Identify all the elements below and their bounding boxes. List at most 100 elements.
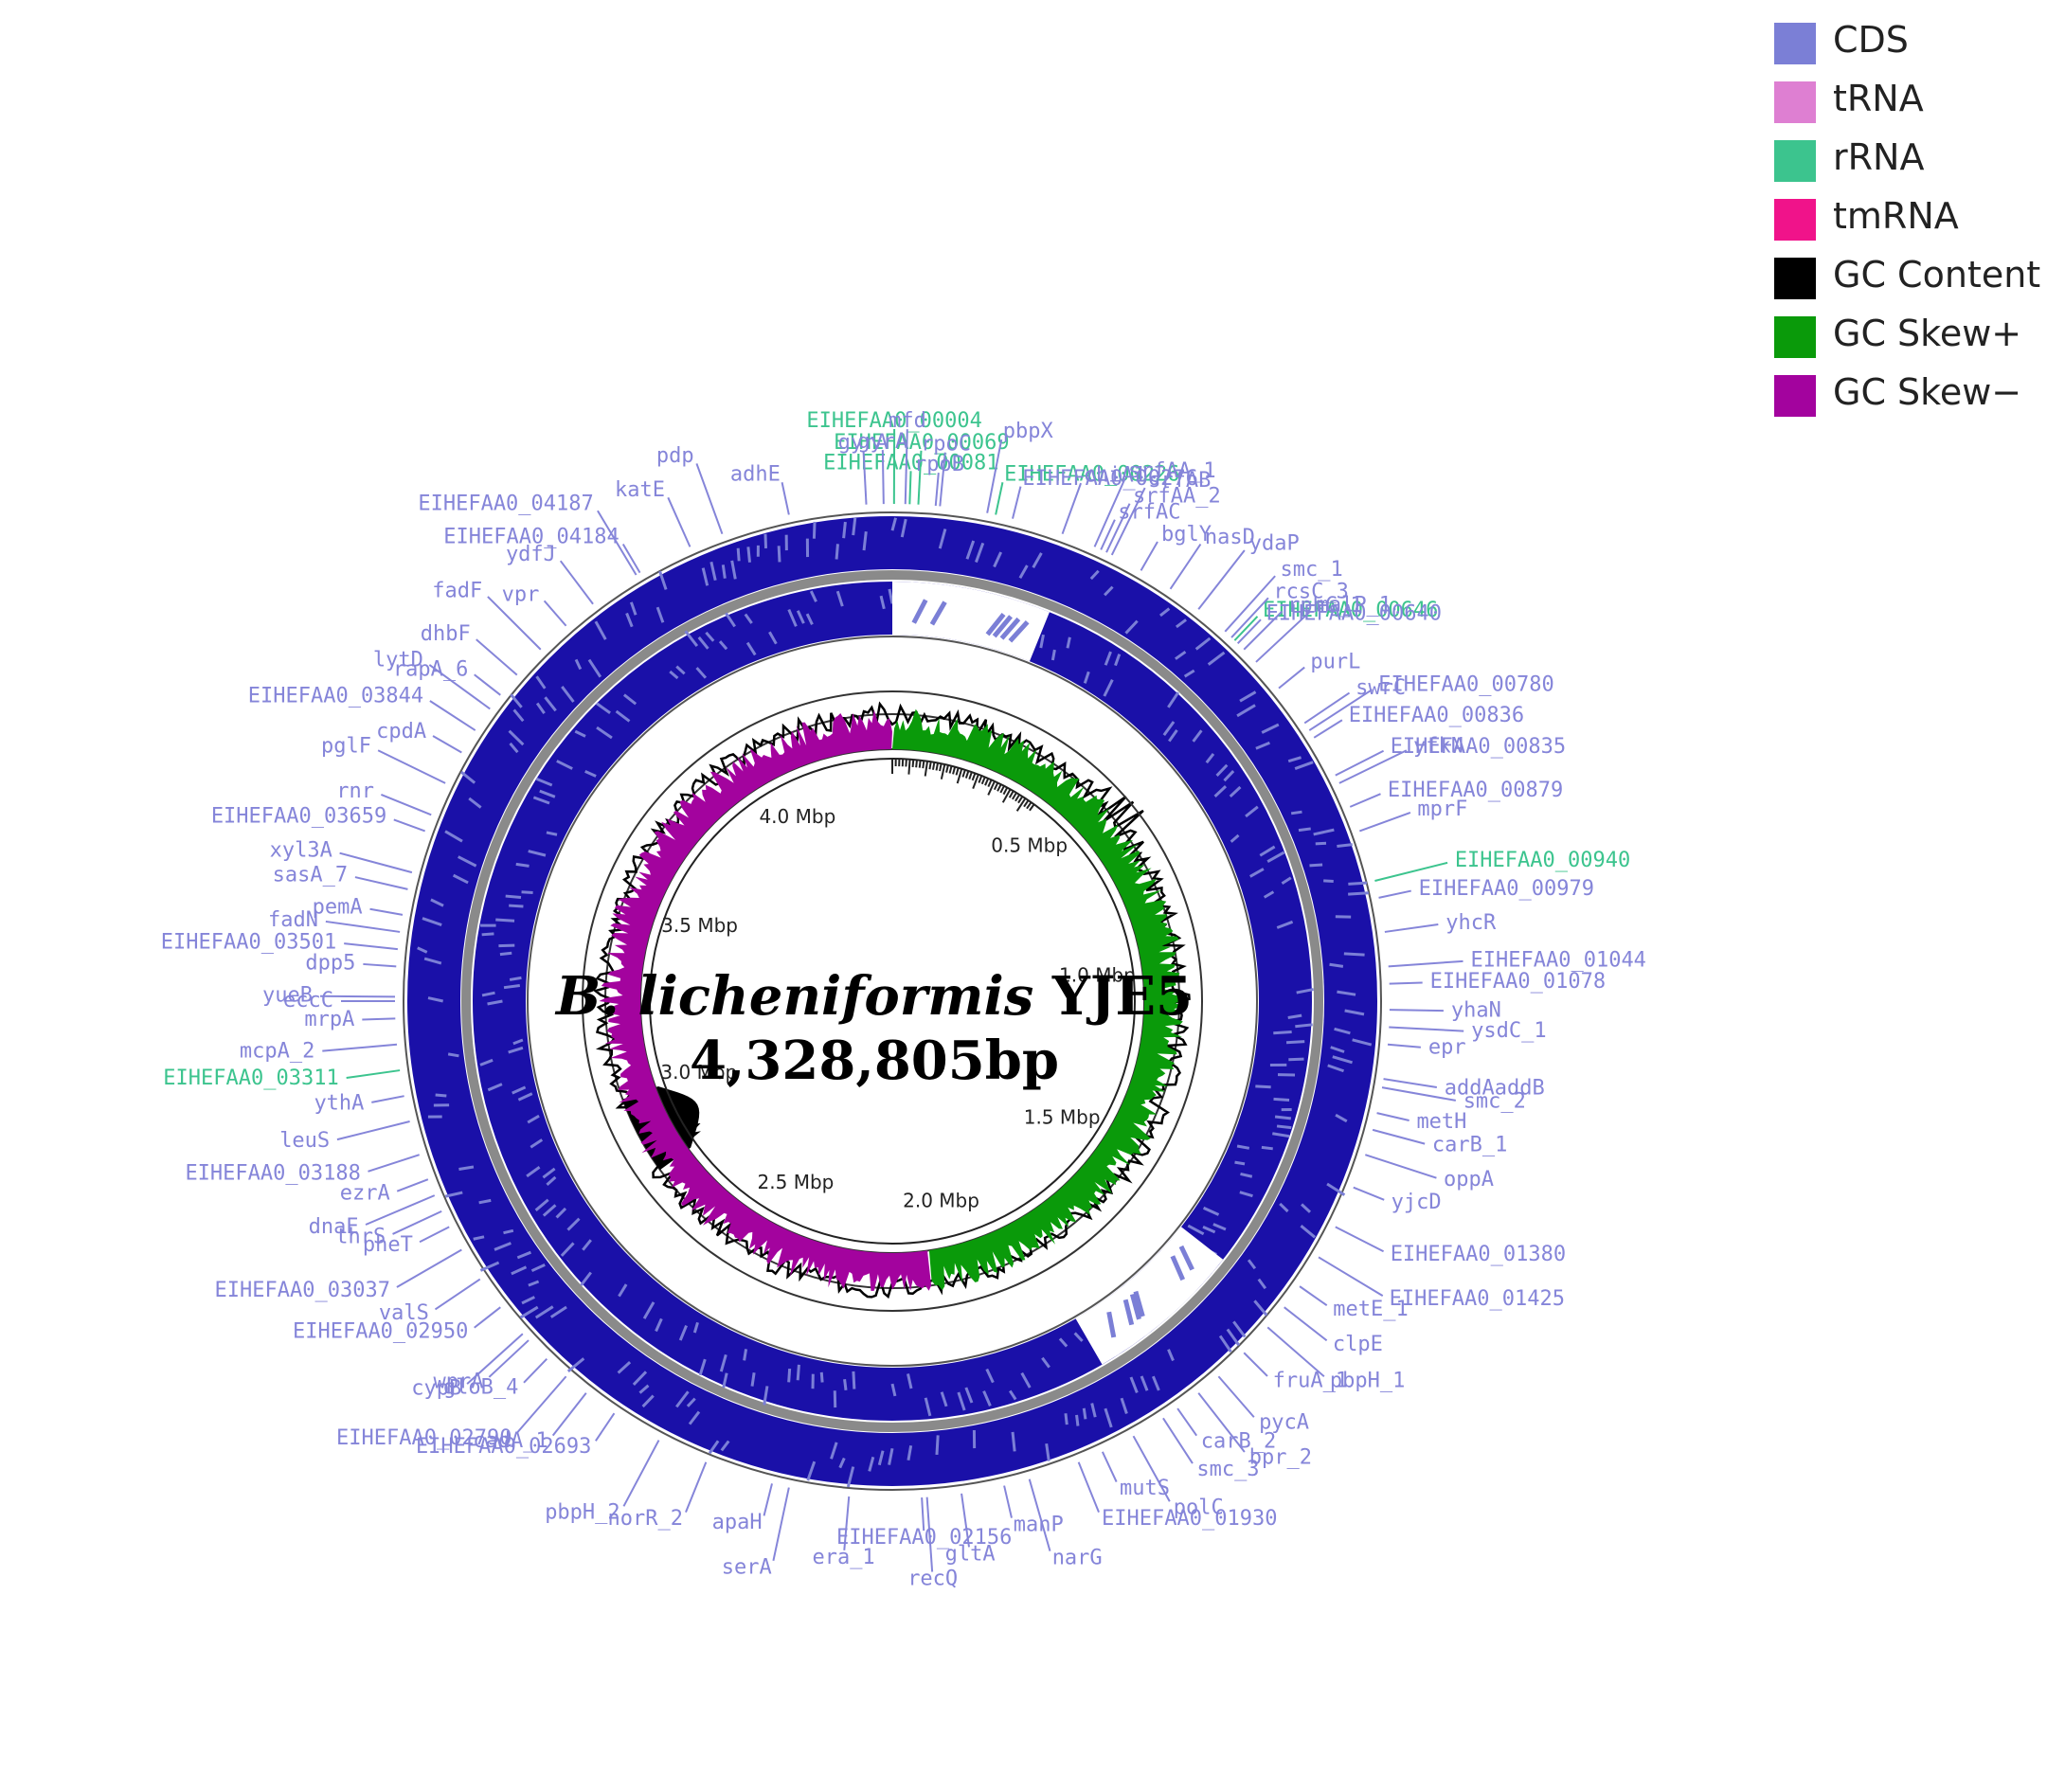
cds-streak <box>768 631 778 645</box>
cds-streak <box>1008 1389 1017 1401</box>
cds-streak <box>1240 1172 1253 1178</box>
cds-streak <box>444 1191 463 1198</box>
cds-streak <box>1159 607 1171 618</box>
cds-streak <box>750 1372 756 1387</box>
cds-streak <box>1104 585 1114 597</box>
gene-leader-line <box>1335 749 1385 777</box>
gene-leader-line <box>336 1120 410 1141</box>
cds-streak <box>512 708 525 723</box>
gene-leader-line <box>986 439 1003 513</box>
gene-label: carB_1 <box>1432 1134 1507 1157</box>
cds-streak <box>1313 828 1335 836</box>
gene-label: EIHEFAA0_01078 <box>1430 970 1606 994</box>
gene-label: EIHEFAA0_04187 <box>418 492 593 515</box>
gene-label: rnr <box>336 780 374 803</box>
gene-label: pbpH_1 <box>1330 1370 1405 1393</box>
gene-label: yhaN <box>1451 998 1501 1022</box>
gene-label: pglF <box>321 735 371 759</box>
cds-streak <box>1103 679 1114 697</box>
gene-label: EIHEFAA0_01425 <box>1390 1287 1565 1311</box>
gene-label: rpoC <box>921 433 971 457</box>
gene-leader-line <box>934 473 940 507</box>
gene-label: thrS <box>335 1225 386 1248</box>
cds-streak <box>574 658 583 671</box>
gene-leader-line <box>908 471 912 505</box>
cds-streak <box>938 529 947 549</box>
cds-streak <box>907 1373 913 1389</box>
cds-streak <box>1082 1407 1087 1420</box>
legend-label: tmRNA <box>1833 195 1959 237</box>
cds-streak <box>1348 881 1368 886</box>
scale-ring-layer: 0.5 Mbp 1.0 Mbp 1.5 Mbp 2.0 Mbp 2.5 Mbp 3.0 M… <box>649 758 1136 1245</box>
cds-streak <box>481 932 494 937</box>
gene-label: valS <box>379 1301 429 1325</box>
gene-label: narG <box>1052 1546 1103 1569</box>
cds-streak <box>877 1450 885 1466</box>
cds-streak <box>835 590 844 607</box>
cds-streak <box>582 1239 592 1251</box>
gene-label: chiA1 <box>1084 464 1146 488</box>
gene-leader-line <box>474 1306 501 1329</box>
cds-streak <box>1170 1255 1186 1281</box>
cds-streak <box>422 917 442 926</box>
cds-streak <box>1239 690 1257 703</box>
cds-streak <box>736 547 741 562</box>
scale-tick <box>1029 803 1035 812</box>
cds-streak <box>1011 1431 1016 1452</box>
cds-streak <box>1168 728 1178 743</box>
cds-streak <box>1273 1097 1290 1102</box>
gene-leader-line <box>322 1043 398 1052</box>
cds-streak <box>1226 1328 1241 1347</box>
cds-streak <box>1285 1040 1305 1045</box>
gene-label: sasA_7 <box>273 863 348 887</box>
cds-streak <box>452 873 469 885</box>
cds-streak <box>542 1167 556 1179</box>
legend-item: tmRNA <box>1774 188 2039 246</box>
skew-outer-circle <box>582 690 1203 1312</box>
gene-label: EIHEFAA0_00879 <box>1388 779 1563 802</box>
cds-streak <box>678 1325 688 1341</box>
scale-tick <box>907 759 911 775</box>
forward-cds-track <box>407 516 1377 1486</box>
cds-streak <box>566 1357 585 1373</box>
gene-label: mprF <box>1417 797 1467 821</box>
cds-streak <box>509 742 519 754</box>
gc-skew-layer <box>582 690 1203 1312</box>
gene-label: yjcD <box>1392 1191 1442 1214</box>
cds-streak <box>1259 845 1276 857</box>
cds-streak <box>965 540 976 560</box>
cds-streak <box>1344 1009 1365 1016</box>
cds-streak <box>528 1280 540 1287</box>
cds-streak <box>519 1305 539 1319</box>
gene-leader-line <box>392 1210 442 1235</box>
cds-streak <box>1296 988 1314 995</box>
cds-streak <box>1194 636 1212 651</box>
gene-leader-line <box>695 463 724 535</box>
cds-streak <box>819 1371 824 1383</box>
cds-streak <box>534 1305 554 1319</box>
legend-label: GC Content <box>1833 254 2041 296</box>
cds-streak <box>1273 1030 1292 1035</box>
gene-label: EIHEFAA0_00081 <box>823 451 998 475</box>
scale-tick <box>987 780 996 796</box>
cds-streak <box>1263 890 1275 899</box>
cds-streak <box>725 612 736 628</box>
cds-streak <box>1124 619 1139 635</box>
cds-streak <box>546 831 558 836</box>
gene-label: EIHEFAA0_02950 <box>293 1320 468 1344</box>
legend-label: rRNA <box>1833 136 1925 178</box>
gene-leader-line <box>995 482 1004 515</box>
cds-streak <box>1039 634 1045 649</box>
gene-label: cpdA <box>376 720 426 744</box>
cds-streak <box>809 590 817 602</box>
gene-leader-line <box>1349 793 1381 808</box>
cds-streak <box>692 1321 699 1334</box>
cds-streak <box>618 1283 628 1298</box>
gene-label: vpr <box>502 582 540 606</box>
cds-streak <box>719 1353 727 1372</box>
cds-streak <box>924 1397 932 1417</box>
cds-streak <box>1348 891 1370 896</box>
cds-streak <box>830 1442 838 1460</box>
gene-label: oppA <box>1444 1168 1494 1192</box>
gene-label: ezrA <box>340 1182 390 1206</box>
